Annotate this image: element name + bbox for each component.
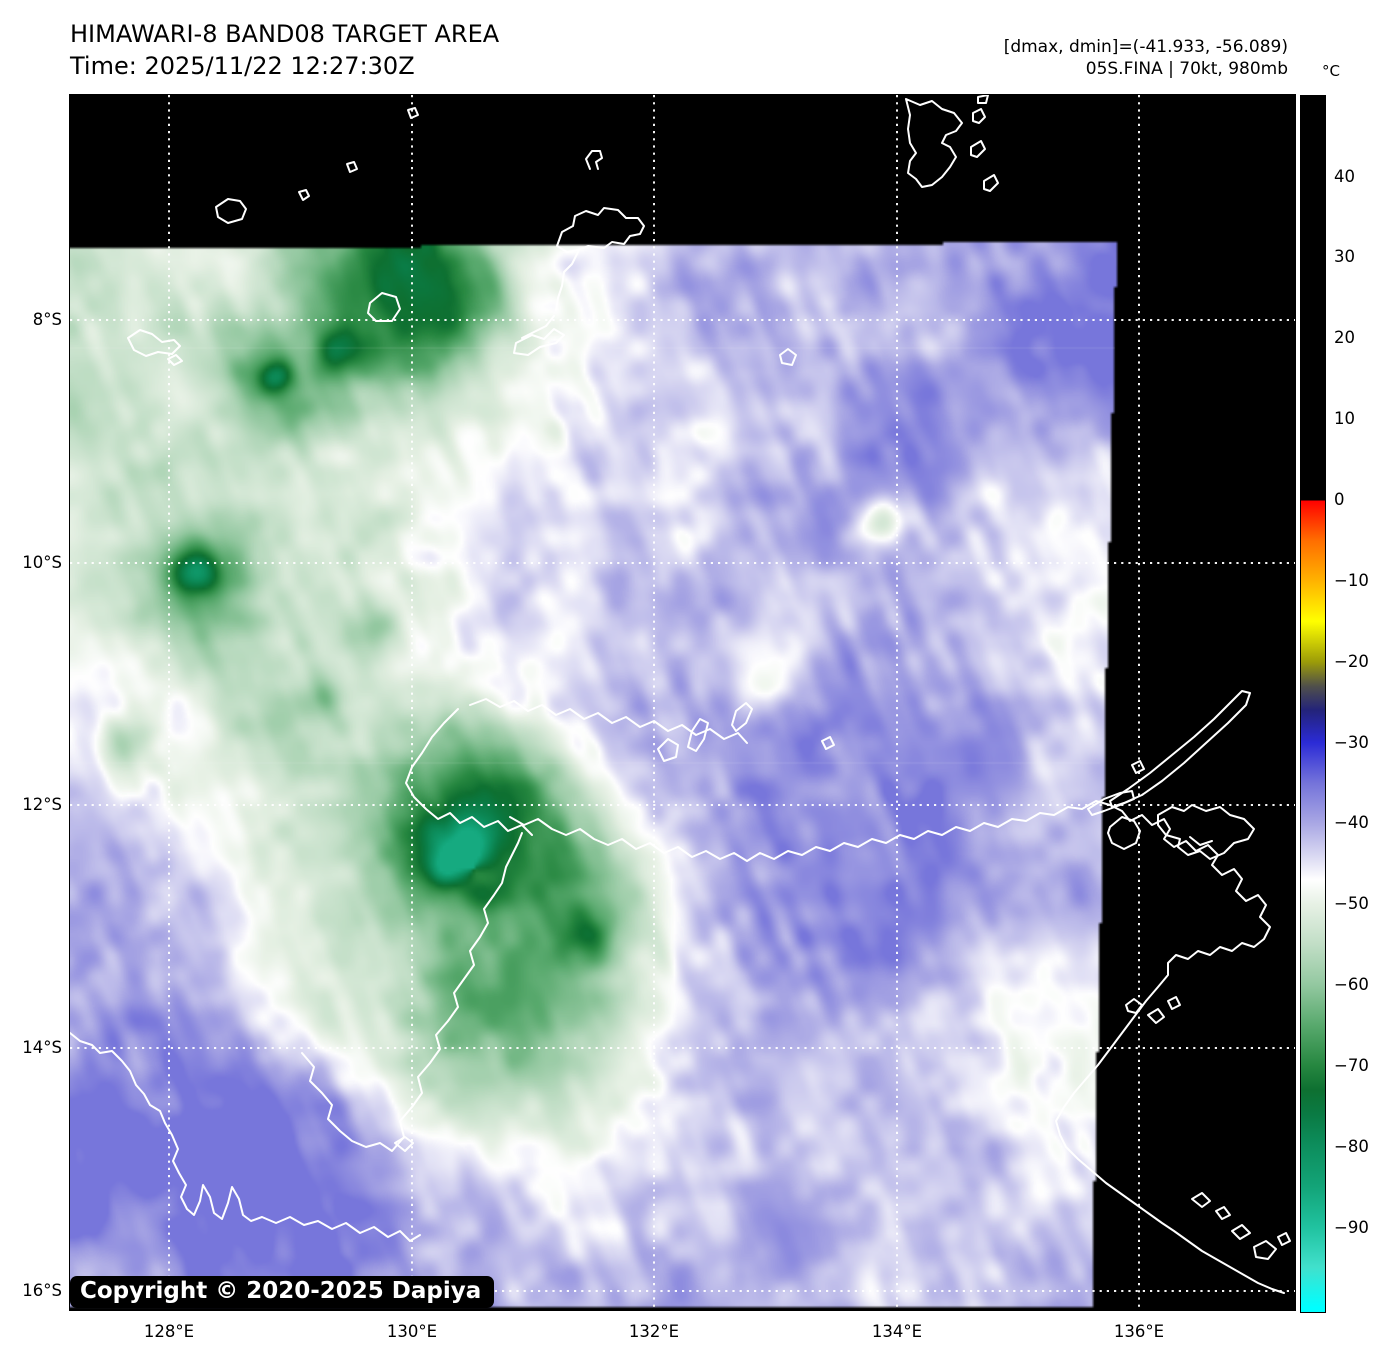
coastline-path <box>731 702 753 732</box>
colorbar-tick-label: −50 <box>1334 894 1369 914</box>
coastline-path <box>405 708 533 836</box>
coastline-path <box>469 698 748 744</box>
coastline-path <box>977 95 989 104</box>
colorbar-unit-label: °C <box>1322 62 1340 80</box>
coastline-path <box>1157 804 1255 860</box>
x-tick-label: 134°E <box>871 1322 923 1341</box>
colorbar-tick-label: 40 <box>1334 166 1355 186</box>
page-title: HIMAWARI-8 BAND08 TARGET AREA Time: 2025… <box>70 18 499 82</box>
coastline-path <box>1109 690 1251 808</box>
coastline-path <box>513 328 565 356</box>
coastline-path <box>1191 1192 1211 1208</box>
x-tick-label: 132°E <box>628 1322 680 1341</box>
colorbar-tick-label: −10 <box>1334 570 1369 590</box>
coastline-path <box>298 189 310 201</box>
coastline-path <box>215 198 247 224</box>
colorbar-tick-label: −80 <box>1334 1136 1369 1156</box>
coastline-path <box>407 107 419 119</box>
coastline-path <box>1231 1224 1251 1240</box>
coastline-path <box>1253 1240 1277 1260</box>
colorbar-tick-label: 20 <box>1334 328 1355 348</box>
graticule-gridlines <box>70 95 1295 1310</box>
coastline-path <box>521 315 555 339</box>
coastline-path <box>970 140 986 158</box>
title-line: HIMAWARI-8 BAND08 TARGET AREA <box>70 20 500 48</box>
coastline-path <box>1277 1232 1291 1246</box>
coastline-path <box>1215 1206 1231 1220</box>
dmax-dmin-label: [dmax, dmin]=(-41.933, -56.089) <box>1003 37 1288 57</box>
coastline-path <box>905 98 963 188</box>
coastline-path <box>821 736 835 750</box>
coastline-path <box>1087 790 1135 816</box>
coastline-path <box>1131 760 1145 774</box>
storm-info-label: 05S.FINA | 70kt, 980mb <box>1085 59 1288 79</box>
coastline-path <box>1189 836 1213 846</box>
y-tick-label: 12°S <box>22 795 62 814</box>
coastline-path <box>346 161 358 173</box>
coastline-path <box>555 249 580 311</box>
colorbar-tick-label: 30 <box>1334 247 1355 267</box>
coastline-path <box>1167 996 1181 1010</box>
map-overlay <box>70 95 1295 1310</box>
satellite-image-canvas <box>70 95 1295 1310</box>
coastline-path <box>70 1032 421 1242</box>
coastline-path <box>167 354 183 366</box>
y-tick-label: 14°S <box>22 1038 62 1057</box>
y-tick-label: 16°S <box>22 1281 62 1300</box>
map-area: Copyright © 2020-2025 Dapiya <box>69 94 1296 1311</box>
annotation-block: [dmax, dmin]=(-41.933, -56.089) 05S.FINA… <box>1004 36 1288 80</box>
coastline-path <box>972 108 986 124</box>
coastline-path <box>394 1136 414 1152</box>
time-line: Time: 2025/11/22 12:27:30Z <box>70 52 415 80</box>
colorbar-tick-label: −30 <box>1334 732 1369 752</box>
x-tick-label: 128°E <box>143 1322 195 1341</box>
coastline-path <box>585 150 603 170</box>
y-tick-label: 8°S <box>32 310 62 329</box>
coastline-path <box>301 832 523 1152</box>
coastline-path <box>1147 1008 1165 1024</box>
coastline-path <box>127 329 181 357</box>
coastline-path <box>983 174 999 192</box>
colorbar-tick-label: −20 <box>1334 651 1369 671</box>
colorbar-tick-label: −60 <box>1334 975 1369 995</box>
x-tick-label: 136°E <box>1113 1322 1165 1341</box>
coastline-path <box>1107 816 1141 850</box>
y-axis-labels: 8°S 10°S 12°S 14°S 16°S <box>0 0 62 1359</box>
coastline-path <box>367 292 401 322</box>
x-tick-label: 130°E <box>386 1322 438 1341</box>
coastline-path <box>657 738 679 762</box>
y-tick-label: 10°S <box>22 553 62 572</box>
colorbar-tick-label: 0 <box>1334 490 1345 509</box>
coastline-path <box>779 348 797 366</box>
coastline-path <box>509 800 1285 1294</box>
coastlines <box>70 95 1291 1294</box>
copyright-badge: Copyright © 2020-2025 Dapiya <box>70 1276 495 1308</box>
colorbar-tick-label: −90 <box>1334 1217 1369 1237</box>
colorbar-tick-label: 10 <box>1334 409 1355 429</box>
colorbar-tick-label: −70 <box>1334 1056 1369 1076</box>
coastline-path <box>556 207 645 253</box>
colorbar-tick-label: −40 <box>1334 813 1369 833</box>
colorbar <box>1300 95 1326 1313</box>
